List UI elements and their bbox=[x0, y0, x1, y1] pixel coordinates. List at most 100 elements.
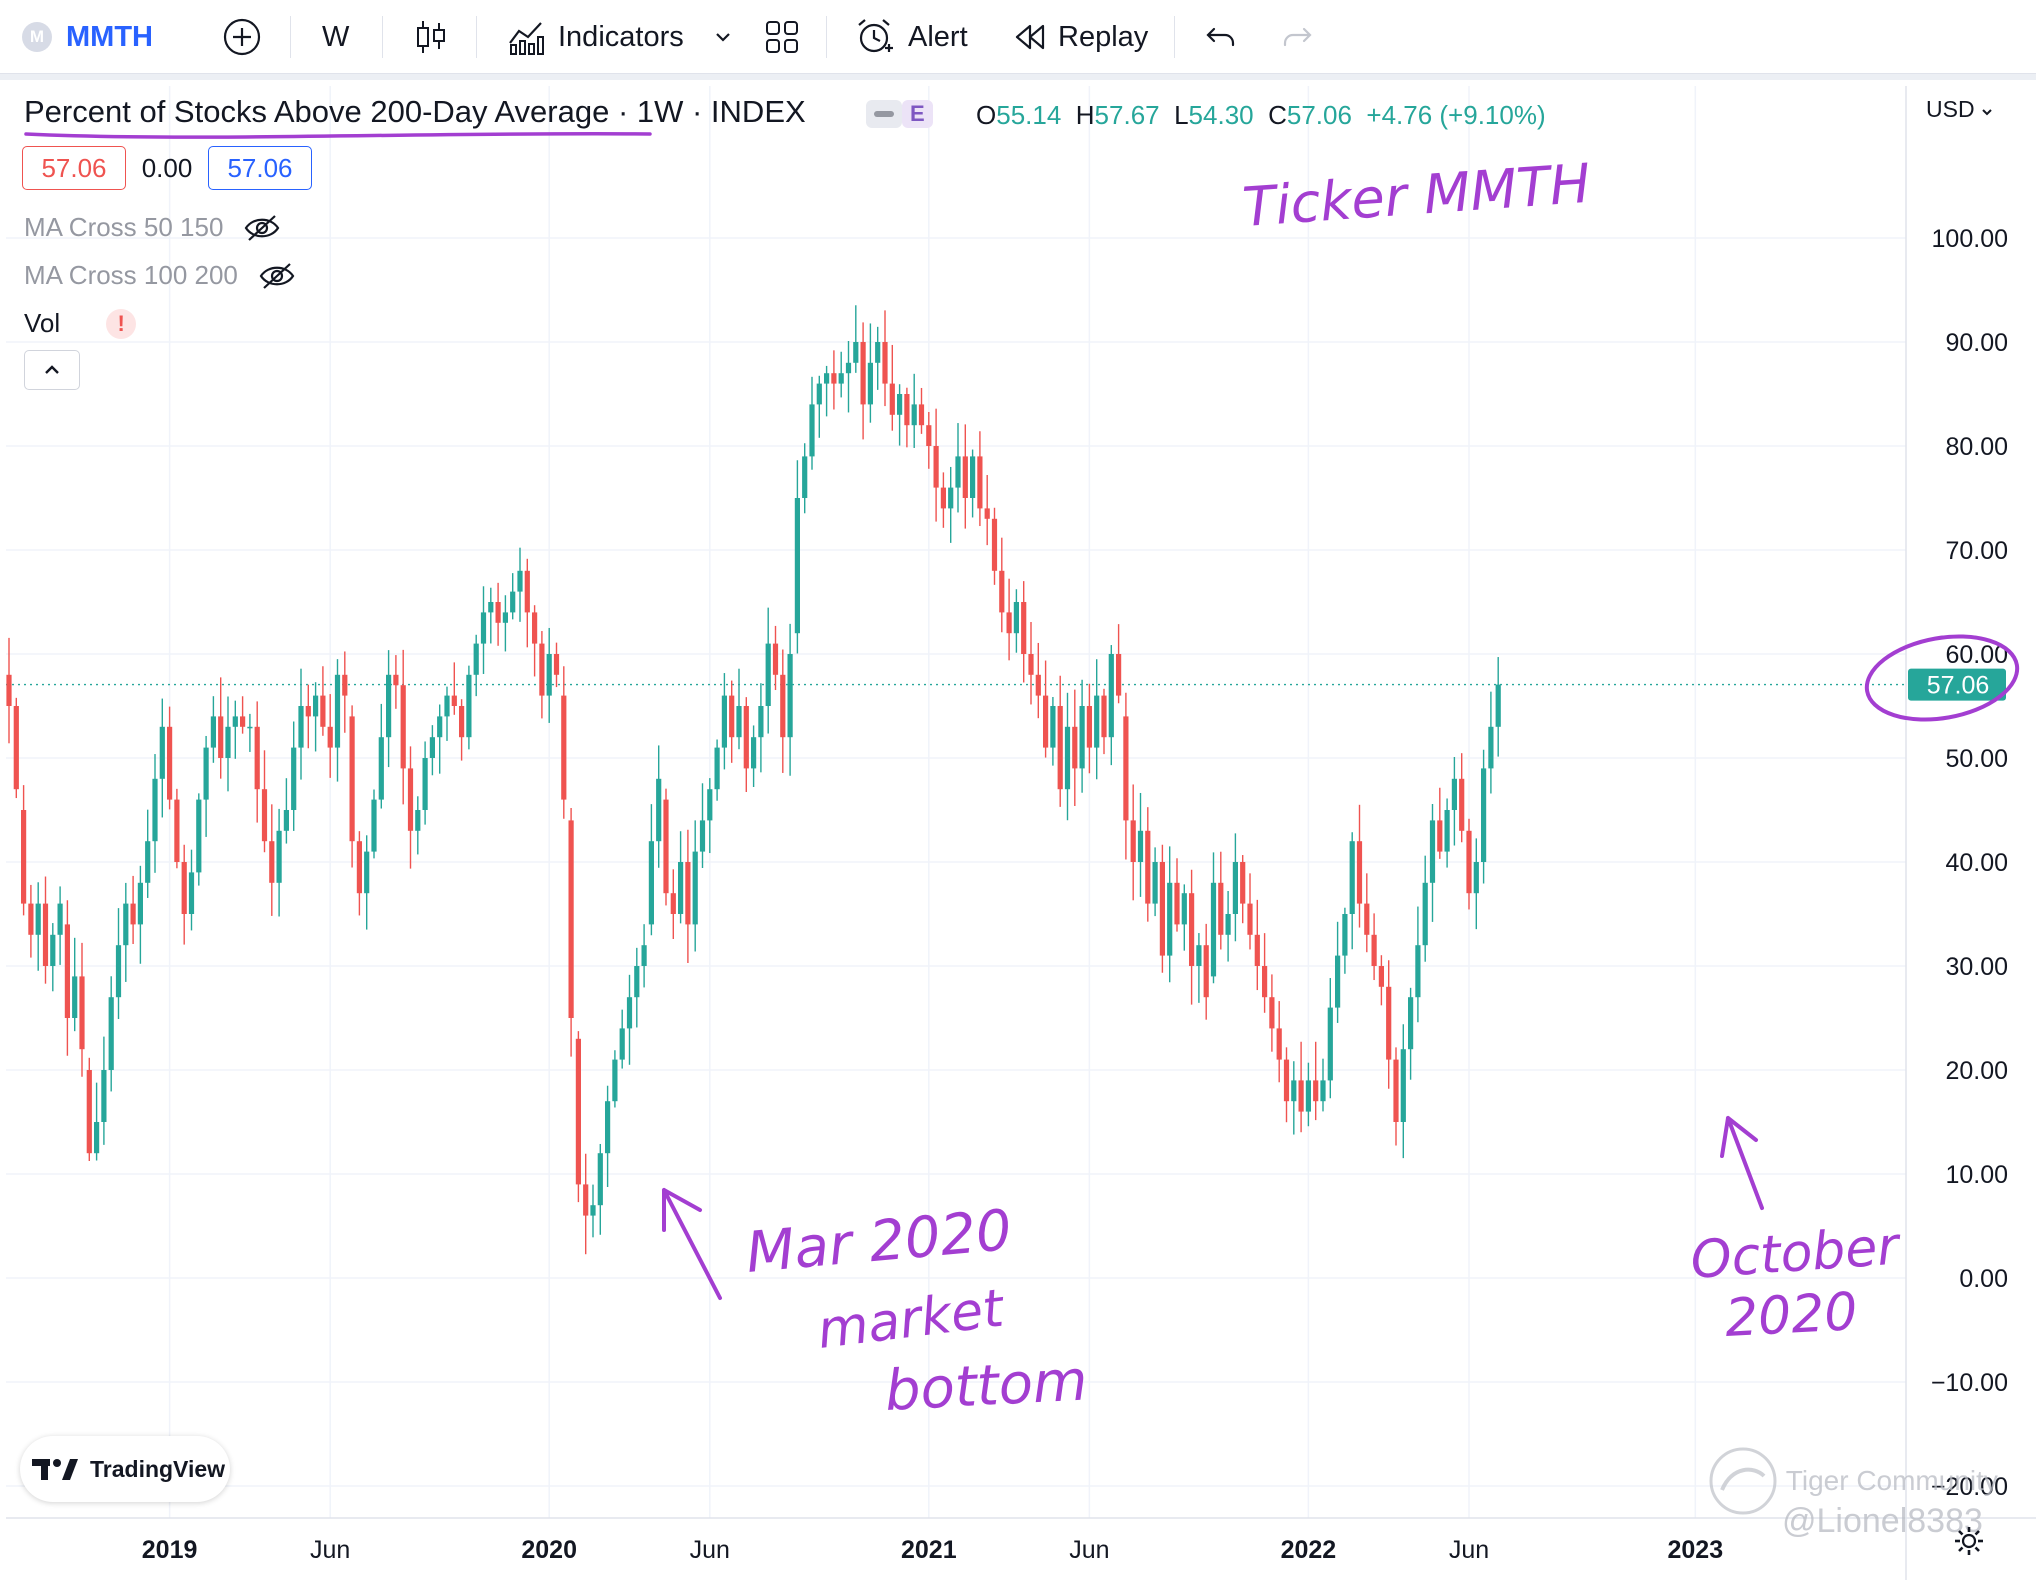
candle-body bbox=[1072, 726, 1078, 769]
candle-body bbox=[1167, 882, 1173, 956]
replay-icon bbox=[1015, 24, 1045, 50]
candle-body bbox=[1101, 695, 1107, 738]
candle-body bbox=[1021, 602, 1027, 654]
replay-button[interactable]: Replay bbox=[1012, 0, 1148, 74]
candle-body bbox=[1203, 945, 1209, 998]
earnings-badge-label: E bbox=[910, 101, 925, 126]
candle-body bbox=[1400, 1049, 1406, 1122]
candle-body bbox=[1342, 914, 1348, 956]
time-tick-label: 2022 bbox=[1281, 1536, 1337, 1564]
candle-body bbox=[787, 654, 793, 738]
redo-button[interactable] bbox=[1280, 0, 1314, 74]
candle-body bbox=[619, 1028, 625, 1060]
price-tick-label: −10.00 bbox=[1931, 1369, 2008, 1397]
candle-body bbox=[415, 810, 421, 831]
undo-button[interactable] bbox=[1204, 0, 1238, 74]
indicator-ma-cross-100-200[interactable]: MA Cross 100 200 bbox=[24, 260, 296, 291]
candle-body bbox=[641, 945, 647, 966]
candle-body bbox=[970, 456, 976, 498]
candle-body bbox=[1262, 966, 1268, 998]
layout-button[interactable] bbox=[764, 0, 800, 74]
candle-body bbox=[1240, 862, 1246, 904]
visibility-toggle[interactable] bbox=[866, 100, 902, 128]
candle-body bbox=[809, 404, 815, 457]
tiger-logo-icon bbox=[1709, 1447, 1777, 1515]
settings-gear-icon[interactable] bbox=[1952, 1524, 1986, 1563]
candle-body bbox=[911, 404, 917, 426]
candle-body bbox=[334, 674, 341, 748]
candle-body bbox=[1356, 841, 1363, 904]
compare-symbol-button[interactable] bbox=[222, 0, 262, 74]
candle-body bbox=[751, 737, 757, 769]
candle-body bbox=[933, 446, 939, 488]
candle-body bbox=[1123, 716, 1129, 821]
candle-body bbox=[28, 903, 34, 935]
candle-body bbox=[1079, 706, 1085, 769]
price-tick-label: 0.00 bbox=[1959, 1265, 2008, 1293]
alert-button[interactable]: Alert bbox=[854, 0, 968, 74]
candle-body bbox=[429, 737, 435, 758]
price-tick-label: 100.00 bbox=[1932, 225, 2008, 253]
candle-body bbox=[634, 966, 640, 998]
candle-body bbox=[1057, 706, 1063, 790]
candle-body bbox=[35, 903, 41, 935]
handwritten-annotations: Ticker MMTH Mar 2020 market bottom Octob… bbox=[24, 131, 2020, 1424]
grid bbox=[6, 86, 1906, 1518]
chevron-up-icon bbox=[45, 365, 59, 374]
candle-body bbox=[152, 778, 158, 842]
candles-icon bbox=[417, 21, 445, 53]
candle-body bbox=[1364, 903, 1370, 935]
warning-icon[interactable]: ! bbox=[106, 308, 137, 339]
author-watermark: @Lionel8383 bbox=[1782, 1502, 1983, 1540]
candle-body bbox=[210, 716, 216, 748]
candle-body bbox=[247, 726, 253, 729]
collapse-legend-button[interactable] bbox=[24, 350, 80, 390]
candle-body bbox=[802, 456, 808, 498]
candle-body bbox=[948, 487, 954, 509]
candle-body bbox=[853, 342, 859, 363]
price-tick-label: 50.00 bbox=[1945, 745, 2008, 773]
indicator-ma-cross-50-150[interactable]: MA Cross 50 150 bbox=[24, 212, 281, 243]
candle-body bbox=[305, 706, 311, 717]
indicator-volume[interactable]: Vol ! bbox=[24, 308, 137, 339]
symbol-search[interactable]: M MMTH bbox=[22, 0, 153, 74]
candle-body bbox=[612, 1059, 618, 1102]
symbol-name: MMTH bbox=[66, 20, 153, 53]
toolbar-divider bbox=[826, 16, 827, 58]
chart-pane[interactable]: −20.00 −10.00 0.00 10.00 20.00 30.00 40.00 50.0… bbox=[0, 74, 2036, 1580]
interval-button[interactable]: W bbox=[322, 20, 350, 53]
candle-body bbox=[400, 685, 406, 769]
alarm-clock-icon bbox=[858, 19, 893, 53]
candle-body bbox=[115, 945, 122, 998]
time-axis[interactable]: 2019 Jun 2020 Jun 2021 Jun 2022 Jun 2023 bbox=[6, 1517, 2036, 1564]
candle-body bbox=[356, 841, 362, 894]
candle-body bbox=[1137, 830, 1144, 862]
indicators-button[interactable]: Indicators bbox=[506, 0, 684, 74]
series-title[interactable]: Percent of Stocks Above 200-Day Average … bbox=[24, 94, 806, 129]
tradingview-logo[interactable]: TradingView bbox=[20, 1436, 230, 1502]
candle-body bbox=[79, 976, 85, 1050]
candle-body bbox=[845, 362, 852, 374]
candle-body bbox=[1130, 820, 1136, 862]
candle-body bbox=[167, 726, 173, 800]
price-chart[interactable]: −20.00 −10.00 0.00 10.00 20.00 30.00 40.00 50.0… bbox=[0, 80, 2036, 1580]
eye-crossed-icon[interactable] bbox=[243, 213, 281, 243]
time-tick-label: 2021 bbox=[901, 1536, 957, 1564]
candle-body bbox=[860, 342, 866, 405]
price-axis[interactable]: −20.00 −10.00 0.00 10.00 20.00 30.00 40.00 50.0… bbox=[1905, 86, 2008, 1580]
candle-body bbox=[875, 342, 881, 363]
currency-selector[interactable]: USD bbox=[1926, 96, 1993, 123]
chart-type-button[interactable] bbox=[414, 0, 448, 74]
market-note: market bbox=[814, 1278, 1008, 1360]
candle-body bbox=[926, 425, 932, 446]
eye-crossed-icon[interactable] bbox=[258, 261, 296, 291]
candle-body bbox=[1174, 882, 1180, 925]
candle-body bbox=[371, 799, 377, 852]
candle-body bbox=[1086, 706, 1092, 748]
candle-body bbox=[597, 1153, 603, 1206]
indicator-templates-button[interactable] bbox=[712, 0, 734, 74]
candle-body bbox=[444, 695, 450, 717]
candle-body bbox=[758, 706, 764, 738]
value-box-close: 57.06 bbox=[22, 146, 126, 190]
earnings-badge[interactable]: E bbox=[902, 100, 933, 128]
